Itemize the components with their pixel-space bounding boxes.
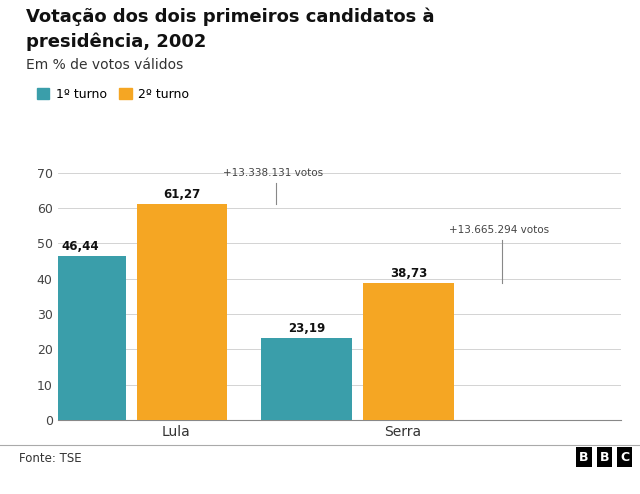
- Text: B: B: [600, 451, 609, 463]
- Text: presidência, 2002: presidência, 2002: [26, 32, 206, 50]
- Text: +13.665.294 votos: +13.665.294 votos: [449, 225, 549, 235]
- Text: +13.338.131 votos: +13.338.131 votos: [223, 168, 323, 178]
- Legend: 1º turno, 2º turno: 1º turno, 2º turno: [32, 83, 194, 106]
- Bar: [35, 256, 125, 420]
- Text: 61,27: 61,27: [163, 188, 201, 201]
- Text: Em % de votos válidos: Em % de votos válidos: [26, 58, 183, 72]
- Text: B: B: [579, 451, 589, 463]
- Text: Fonte: TSE: Fonte: TSE: [19, 452, 82, 465]
- Bar: [364, 283, 454, 420]
- Text: C: C: [620, 451, 629, 463]
- Text: 46,44: 46,44: [61, 240, 99, 253]
- Bar: [137, 204, 227, 420]
- Bar: [261, 338, 352, 420]
- Text: 38,73: 38,73: [390, 267, 427, 281]
- Text: Votação dos dois primeiros candidatos à: Votação dos dois primeiros candidatos à: [26, 7, 434, 26]
- Text: 23,19: 23,19: [288, 322, 325, 335]
